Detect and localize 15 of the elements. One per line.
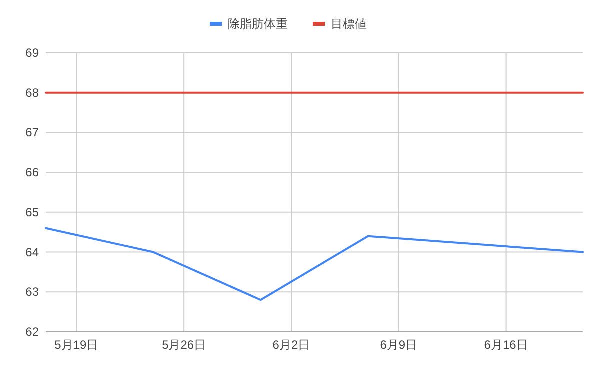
y-tick-label: 69 [26, 46, 40, 60]
y-tick-label: 66 [26, 166, 40, 180]
x-tick-label: 6月16日 [484, 338, 528, 352]
y-tick-label: 63 [26, 285, 40, 300]
y-tick-label: 67 [26, 126, 40, 140]
legend-label: 除脂肪体重 [228, 17, 288, 31]
x-tick-label: 6月2日 [272, 338, 310, 352]
legend-label: 目標値 [331, 17, 367, 31]
x-tick-label: 6月9日 [380, 338, 418, 352]
x-tick-label: 5月26日 [162, 338, 206, 352]
x-tick-label: 5月19日 [54, 338, 99, 352]
y-tick-label: 65 [26, 205, 40, 220]
y-tick-label: 64 [26, 245, 40, 260]
y-tick-label: 62 [26, 325, 40, 339]
y-tick-label: 68 [26, 86, 40, 100]
